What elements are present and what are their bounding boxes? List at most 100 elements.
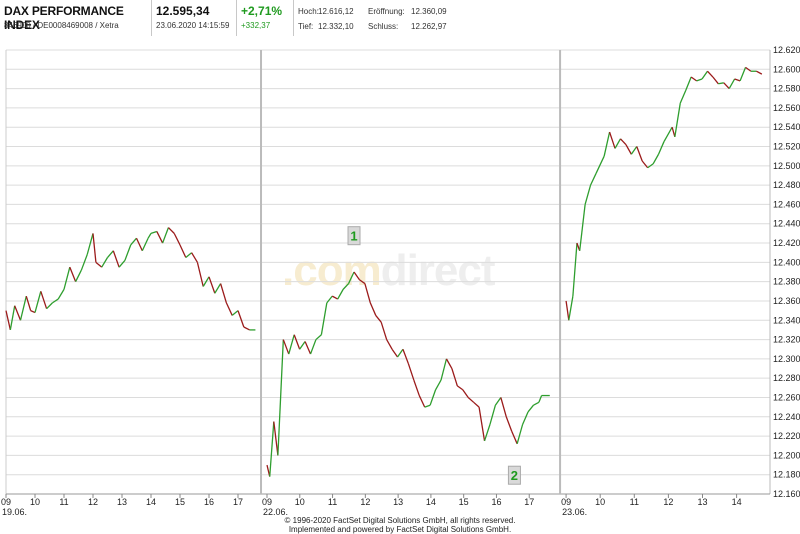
- open-label: Eröffnung:: [368, 7, 405, 16]
- series-segment: [527, 404, 534, 413]
- y-tick-label: 12.500: [773, 161, 800, 171]
- series-segment: [185, 252, 193, 259]
- series-segment: [663, 126, 673, 143]
- y-tick-label: 12.540: [773, 122, 800, 132]
- series-segment: [57, 289, 65, 300]
- watermark-logo: .comdirect: [282, 246, 496, 295]
- series-segment: [288, 334, 295, 355]
- series-segment: [723, 82, 730, 90]
- y-tick-label: 12.620: [773, 45, 800, 55]
- price-cell: 12.595,34 23.06.2020 14:15:59: [152, 0, 237, 36]
- series-segment: [685, 76, 692, 91]
- series-segment: [369, 302, 377, 316]
- series-segment: [19, 295, 27, 321]
- series-segment: [304, 341, 312, 355]
- series-segment: [331, 295, 339, 300]
- series-segment: [167, 227, 175, 234]
- copyright-line: © 1996-2020 FactSet Digital Solutions Gm…: [284, 516, 516, 525]
- y-tick-label: 12.160: [773, 489, 800, 499]
- series-segment: [69, 266, 77, 282]
- series-segment: [342, 283, 350, 290]
- x-tick-label: 17: [233, 497, 243, 507]
- series-segment: [608, 131, 616, 149]
- y-tick-label: 12.280: [773, 373, 800, 383]
- series-segment: [572, 242, 578, 297]
- x-tick-label: 09: [561, 497, 571, 507]
- series-segment: [533, 401, 540, 406]
- y-tick-label: 12.320: [773, 335, 800, 345]
- series-segment: [14, 305, 22, 321]
- series-segment: [320, 302, 328, 335]
- x-tick-label: 10: [295, 497, 305, 507]
- series-segment: [9, 305, 16, 331]
- series-segment: [391, 348, 399, 358]
- y-tick-label: 12.240: [773, 412, 800, 422]
- x-tick-label: 12: [88, 497, 98, 507]
- series-segment: [440, 358, 448, 381]
- y-tick-label: 12.560: [773, 103, 800, 113]
- x-tick-label: 14: [732, 497, 742, 507]
- series-segment: [696, 78, 703, 82]
- series-segment: [130, 237, 137, 246]
- series-segment: [418, 395, 426, 408]
- series-segment: [718, 82, 724, 85]
- series-segment: [309, 339, 317, 355]
- series-segment: [380, 321, 388, 340]
- series-segment: [445, 358, 453, 369]
- series-segment: [202, 276, 210, 287]
- series-segment: [595, 155, 605, 174]
- series-segment: [435, 379, 442, 391]
- x-tick-label: 17: [524, 497, 534, 507]
- y-tick-label: 12.520: [773, 142, 800, 152]
- series-segment: [347, 271, 355, 284]
- x-tick-label: 16: [491, 497, 501, 507]
- series-segment: [745, 66, 752, 72]
- x-date-label: 22.06.: [263, 507, 288, 517]
- annotation-label: 1: [350, 229, 357, 244]
- x-tick-label: 12: [360, 497, 370, 507]
- quote-header: DAX PERFORMANCE INDEX 846900 / DE0008469…: [0, 0, 800, 36]
- series-segment: [407, 363, 415, 381]
- series-segment: [273, 421, 279, 456]
- series-segment: [40, 291, 48, 309]
- x-tick-label: 13: [117, 497, 127, 507]
- series-segment: [63, 267, 71, 290]
- series-segment: [92, 233, 97, 263]
- x-tick-label: 09: [1, 497, 11, 507]
- series-segment: [219, 283, 228, 304]
- series-segment: [5, 310, 11, 331]
- instrument-cell: DAX PERFORMANCE INDEX 846900 / DE0008469…: [0, 0, 152, 36]
- series-segment: [712, 76, 719, 85]
- series-segment: [478, 407, 486, 442]
- x-tick-label: 16: [204, 497, 214, 507]
- series-segment: [630, 146, 638, 155]
- x-tick-label: 14: [426, 497, 436, 507]
- high-value: 12.616,12: [318, 7, 354, 16]
- series-segment: [690, 76, 697, 82]
- series-segment: [315, 334, 322, 341]
- low-label: Tief:: [298, 22, 314, 31]
- series-segment: [147, 233, 152, 239]
- annotation-box: [347, 226, 361, 246]
- series-segment: [614, 138, 622, 149]
- series-segment: [396, 348, 404, 358]
- annotation-box: [507, 465, 521, 485]
- x-tick-label: 15: [175, 497, 185, 507]
- x-date-label: 19.06.: [2, 507, 27, 517]
- last-price: 12.595,34: [156, 4, 210, 18]
- series-segment: [124, 244, 132, 261]
- powered-by-line: Implemented and powered by FactSet Digit…: [288, 525, 512, 534]
- series-segment: [641, 160, 649, 169]
- y-tick-label: 12.380: [773, 277, 800, 287]
- series-segment: [636, 146, 643, 162]
- series-segment: [568, 296, 574, 321]
- series-segment: [25, 295, 32, 311]
- x-tick-label: 13: [697, 497, 707, 507]
- series-segment: [579, 204, 586, 251]
- series-segment: [424, 404, 431, 408]
- series-segment: [521, 411, 529, 425]
- series-segment: [489, 405, 497, 425]
- series-segment: [375, 315, 382, 323]
- series-segment: [161, 227, 170, 244]
